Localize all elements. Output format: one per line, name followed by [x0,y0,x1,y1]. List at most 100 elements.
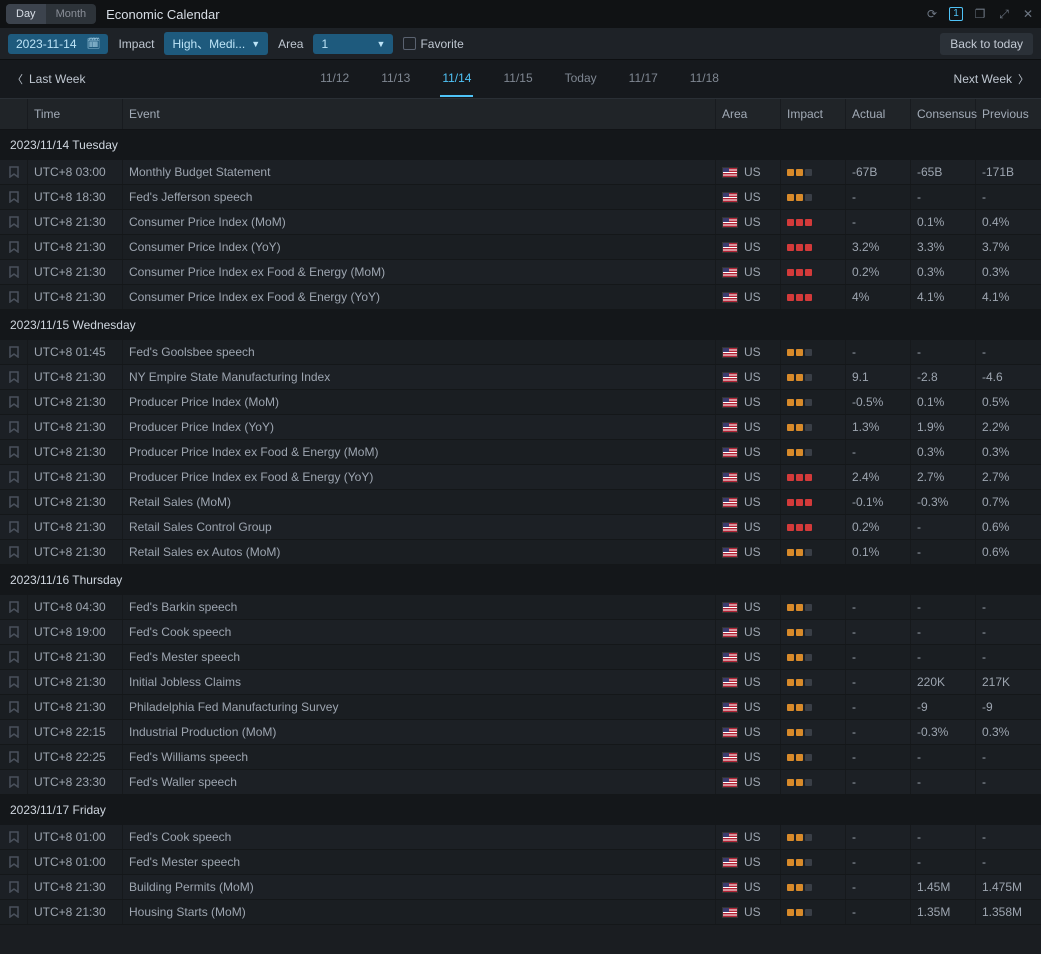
table-row[interactable]: UTC+8 21:30Consumer Price Index (YoY)US3… [0,235,1041,260]
layout-badge[interactable]: 1 [949,7,963,21]
date-tab[interactable]: 11/18 [688,61,721,97]
cell-impact [781,620,846,644]
bookmark-button[interactable] [0,770,28,794]
cell-previous: - [976,595,1041,619]
table-row[interactable]: UTC+8 22:15Industrial Production (MoM)US… [0,720,1041,745]
table-row[interactable]: UTC+8 21:30Retail Sales (MoM)US-0.1%-0.3… [0,490,1041,515]
bookmark-button[interactable] [0,390,28,414]
table-row[interactable]: UTC+8 21:30Housing Starts (MoM)US-1.35M1… [0,900,1041,925]
bookmark-button[interactable] [0,465,28,489]
bookmark-button[interactable] [0,620,28,644]
cell-event: Fed's Mester speech [123,850,716,874]
cell-previous: 0.3% [976,260,1041,284]
cell-event: Fed's Waller speech [123,770,716,794]
cell-time: UTC+8 01:45 [28,340,123,364]
cell-impact [781,490,846,514]
cell-event: Industrial Production (MoM) [123,720,716,744]
cell-consensus: 0.1% [911,390,976,414]
date-tab[interactable]: 11/12 [318,61,351,97]
next-week-button[interactable]: Next Week 〉 [954,71,1029,87]
date-tab[interactable]: 11/15 [501,61,534,97]
cell-impact [781,465,846,489]
date-tab[interactable]: 11/13 [379,61,412,97]
flag-us-icon [722,167,738,178]
bookmark-button[interactable] [0,540,28,564]
table-row[interactable]: UTC+8 21:30Consumer Price Index (MoM)US-… [0,210,1041,235]
table-row[interactable]: UTC+8 21:30Producer Price Index (YoY)US1… [0,415,1041,440]
table-row[interactable]: UTC+8 21:30Initial Jobless ClaimsUS-220K… [0,670,1041,695]
table-row[interactable]: UTC+8 18:30Fed's Jefferson speechUS--- [0,185,1041,210]
cell-time: UTC+8 21:30 [28,670,123,694]
impact-select[interactable]: High、Medi... ▼ [164,32,268,55]
table-row[interactable]: UTC+8 21:30Retail Sales ex Autos (MoM)US… [0,540,1041,565]
cell-time: UTC+8 22:25 [28,745,123,769]
table-row[interactable]: UTC+8 22:25Fed's Williams speechUS--- [0,745,1041,770]
bookmark-button[interactable] [0,720,28,744]
table-row[interactable]: UTC+8 03:00Monthly Budget StatementUS-67… [0,160,1041,185]
bookmark-button[interactable] [0,900,28,924]
bookmark-button[interactable] [0,825,28,849]
cell-actual: - [846,185,911,209]
refresh-icon[interactable]: ⟳ [925,7,939,21]
close-icon[interactable]: ✕ [1021,7,1035,21]
bookmark-button[interactable] [0,875,28,899]
bookmark-button[interactable] [0,595,28,619]
table-row[interactable]: UTC+8 21:30Building Permits (MoM)US-1.45… [0,875,1041,900]
bookmark-button[interactable] [0,515,28,539]
bookmark-button[interactable] [0,490,28,514]
table-row[interactable]: UTC+8 21:30Producer Price Index ex Food … [0,465,1041,490]
area-select[interactable]: 1 ▼ [313,34,393,54]
titlebar: Day Month Economic Calendar ⟳ 1 ❐ ⤢ ✕ [0,0,1041,28]
bookmark-button[interactable] [0,160,28,184]
table-row[interactable]: UTC+8 21:30Consumer Price Index ex Food … [0,285,1041,310]
cell-previous: 2.7% [976,465,1041,489]
bookmark-button[interactable] [0,670,28,694]
expand-icon[interactable]: ⤢ [997,7,1011,21]
date-tab[interactable]: Today [563,61,599,97]
bookmark-button[interactable] [0,185,28,209]
table-row[interactable]: UTC+8 01:45Fed's Goolsbee speechUS--- [0,340,1041,365]
bookmark-button[interactable] [0,365,28,389]
cell-impact [781,645,846,669]
view-day-tab[interactable]: Day [6,4,46,24]
bookmark-button[interactable] [0,645,28,669]
cell-area: US [716,515,781,539]
back-to-today-button[interactable]: Back to today [940,33,1033,55]
view-month-tab[interactable]: Month [46,4,97,24]
favorite-toggle[interactable]: Favorite [403,37,463,51]
table-row[interactable]: UTC+8 01:00Fed's Mester speechUS--- [0,850,1041,875]
table-row[interactable]: UTC+8 21:30Retail Sales Control GroupUS0… [0,515,1041,540]
day-header: 2023/11/17 Friday [0,795,1041,825]
table-row[interactable]: UTC+8 21:30NY Empire State Manufacturing… [0,365,1041,390]
bookmark-button[interactable] [0,210,28,234]
cell-previous: -4.6 [976,365,1041,389]
bookmark-button[interactable] [0,235,28,259]
bookmark-button[interactable] [0,695,28,719]
bookmark-button[interactable] [0,745,28,769]
duplicate-icon[interactable]: ❐ [973,7,987,21]
bookmark-button[interactable] [0,850,28,874]
bookmark-button[interactable] [0,440,28,464]
date-picker[interactable]: 2023-11-14 🗓 [8,34,108,54]
bookmark-button[interactable] [0,340,28,364]
table-row[interactable]: UTC+8 21:30Fed's Mester speechUS--- [0,645,1041,670]
table-row[interactable]: UTC+8 21:30Producer Price Index ex Food … [0,440,1041,465]
date-tab[interactable]: 11/17 [627,61,660,97]
cell-time: UTC+8 18:30 [28,185,123,209]
table-row[interactable]: UTC+8 01:00Fed's Cook speechUS--- [0,825,1041,850]
table-row[interactable]: UTC+8 21:30Philadelphia Fed Manufacturin… [0,695,1041,720]
bookmark-button[interactable] [0,415,28,439]
table-row[interactable]: UTC+8 19:00Fed's Cook speechUS--- [0,620,1041,645]
table-row[interactable]: UTC+8 04:30Fed's Barkin speechUS--- [0,595,1041,620]
date-tab[interactable]: 11/14 [440,61,473,97]
table-row[interactable]: UTC+8 21:30Producer Price Index (MoM)US-… [0,390,1041,415]
calendar-icon: 🗓 [87,37,101,50]
cell-event: Philadelphia Fed Manufacturing Survey [123,695,716,719]
bookmark-button[interactable] [0,285,28,309]
prev-week-button[interactable]: 〈 Last Week [12,71,85,87]
favorite-checkbox[interactable] [403,37,416,50]
bookmark-button[interactable] [0,260,28,284]
table-row[interactable]: UTC+8 23:30Fed's Waller speechUS--- [0,770,1041,795]
cell-actual: - [846,850,911,874]
table-row[interactable]: UTC+8 21:30Consumer Price Index ex Food … [0,260,1041,285]
